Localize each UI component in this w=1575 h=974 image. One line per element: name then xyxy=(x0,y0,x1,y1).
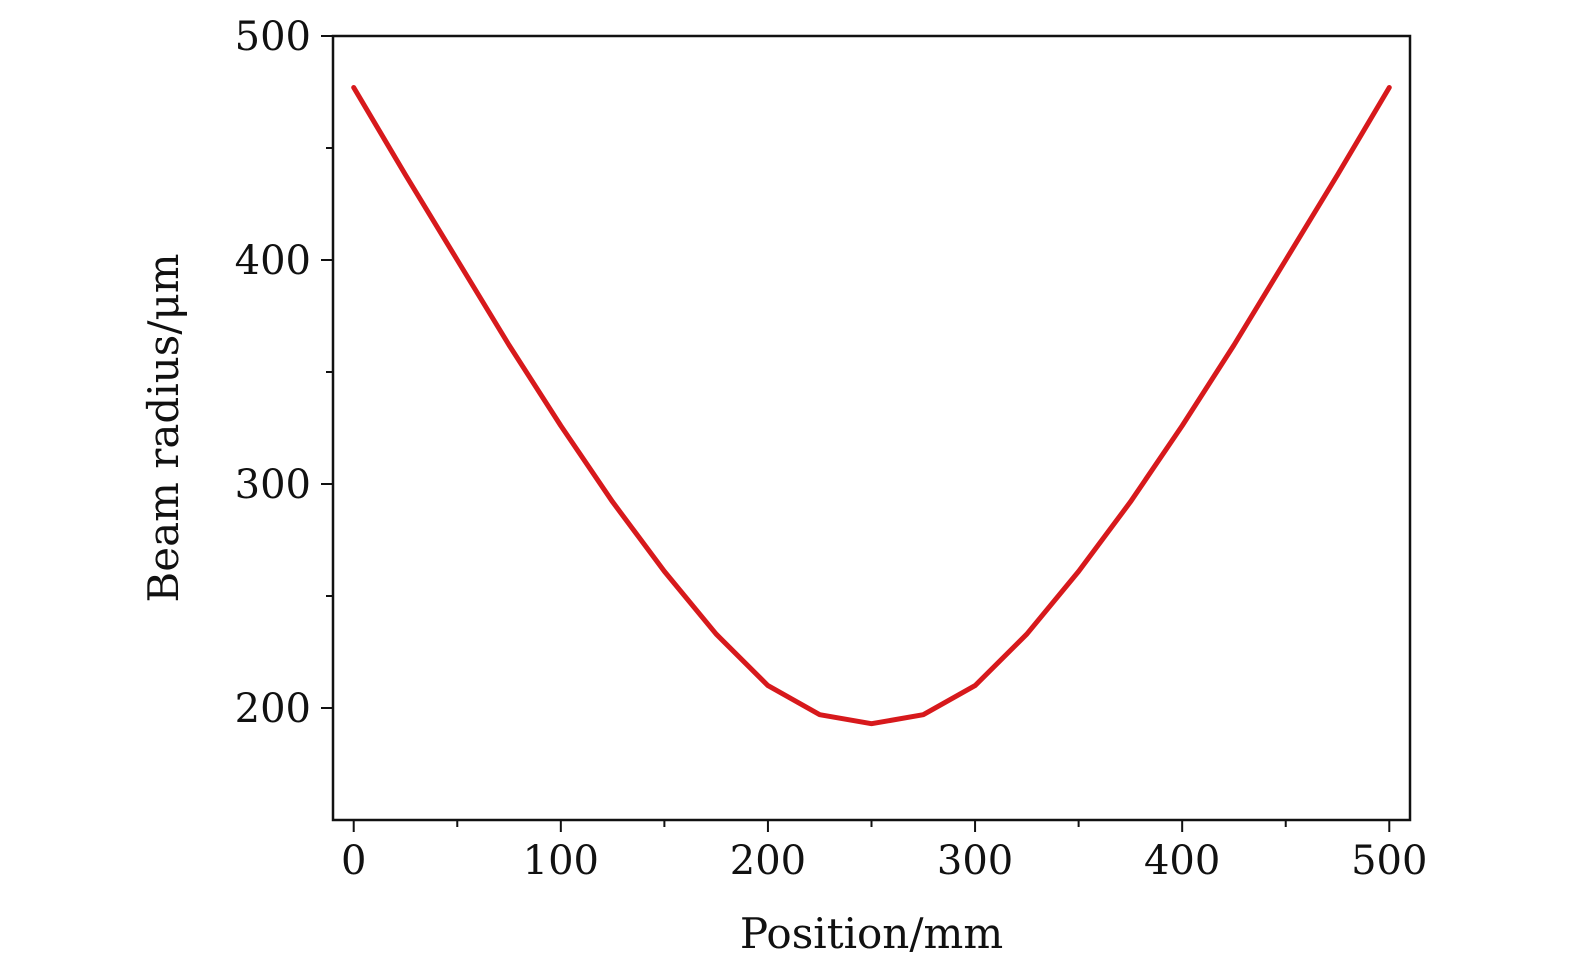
x-axis-title: Position/mm xyxy=(740,909,1003,958)
y-tick-label: 400 xyxy=(235,238,311,284)
x-tick-label: 200 xyxy=(730,838,806,884)
axis-ticks xyxy=(321,35,1391,832)
x-tick-label: 500 xyxy=(1351,838,1427,884)
x-tick-label: 400 xyxy=(1144,838,1220,884)
x-tick-label: 100 xyxy=(523,838,599,884)
plot-frame xyxy=(331,34,1412,822)
series-layer xyxy=(351,85,1392,727)
tick-labels: 0 100 200 300 400 500 200 300 400 500 xyxy=(235,14,1428,884)
series-line xyxy=(351,85,1392,727)
y-tick-label: 300 xyxy=(235,462,311,508)
y-tick-label: 500 xyxy=(235,14,311,60)
y-tick-label: 200 xyxy=(235,686,311,732)
y-axis-title: Beam radius/μm xyxy=(139,253,188,602)
x-tick-label: 0 xyxy=(341,838,366,884)
x-tick-label: 300 xyxy=(937,838,1013,884)
